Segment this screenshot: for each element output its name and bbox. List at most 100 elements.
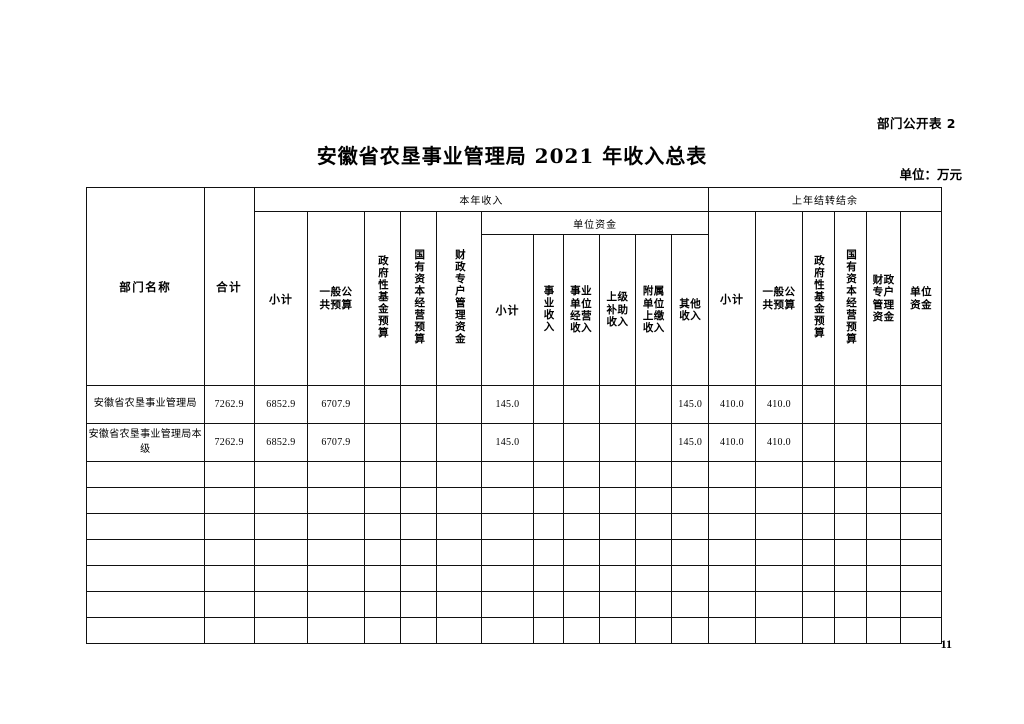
cell-empty xyxy=(833,461,868,488)
cell-total: 7262.9 xyxy=(203,385,255,424)
cell-empty xyxy=(833,617,868,644)
cell-empty xyxy=(436,591,483,618)
cell-empty xyxy=(833,513,868,540)
cell-empty xyxy=(707,591,756,618)
cell-cy-subtotal: 6852.9 xyxy=(253,423,309,462)
header-py-unit-funds: 单位资金 xyxy=(900,211,942,386)
cell-empty xyxy=(562,591,600,618)
cell-empty xyxy=(671,591,709,618)
cell-empty xyxy=(481,591,534,618)
cell-empty xyxy=(801,617,836,644)
cell-empty xyxy=(866,513,902,540)
cell-empty xyxy=(598,617,637,644)
header-py-subtotal: 小计 xyxy=(707,211,756,386)
cell-empty xyxy=(400,617,438,644)
header-py-gov-fund-budget: 政府性基金预算 xyxy=(801,211,836,386)
header-uf-business-operating-income: 事业单位经营收入 xyxy=(562,234,600,386)
cell-empty xyxy=(253,539,309,566)
table-empty-row xyxy=(86,591,942,618)
unit-note: 单位：万元 xyxy=(899,167,962,182)
table-empty-row xyxy=(86,617,942,644)
cell-empty xyxy=(754,617,803,644)
header-uf-subordinate-remittance-income: 附属单位上缴收入 xyxy=(635,234,673,386)
table-empty-row xyxy=(86,513,942,540)
header-cy-general-budget: 一般公共预算 xyxy=(307,211,365,386)
header-py-state-capital-budget: 国有资本经营预算 xyxy=(833,211,868,386)
cell-empty xyxy=(203,591,255,618)
cell-empty xyxy=(801,513,836,540)
cell-empty xyxy=(598,513,637,540)
cell-empty xyxy=(481,565,534,592)
header-group-unit-funds: 单位资金 xyxy=(481,211,709,235)
table-row: 安徽省农垦事业管理局 7262.9 6852.9 6707.9 145.0 14… xyxy=(86,385,942,424)
cell-empty xyxy=(307,461,365,488)
cell-empty xyxy=(532,487,564,514)
header-row-subgroups: 小计 一般公共预算 政府性基金预算 国有资本经营预算 财政专户管理资金 xyxy=(87,211,942,386)
cell-empty xyxy=(671,565,709,592)
cell-empty xyxy=(436,487,483,514)
cell-empty xyxy=(801,591,836,618)
cell-empty xyxy=(635,461,673,488)
cell-empty xyxy=(203,539,255,566)
table-empty-row xyxy=(86,487,942,514)
cell-uf-subtotal: 145.0 xyxy=(481,423,534,462)
cell-empty xyxy=(866,617,902,644)
cell-py-special-account xyxy=(866,423,902,462)
table-empty-row xyxy=(86,539,942,566)
cell-empty xyxy=(900,487,942,514)
cell-empty xyxy=(481,487,534,514)
cell-cy-subtotal: 6852.9 xyxy=(253,385,309,424)
form-label: 部门公开表 2 xyxy=(876,116,956,131)
cell-cy-special-account xyxy=(436,385,483,424)
header-uf-other-income: 其他收入 xyxy=(671,234,709,386)
cell-empty xyxy=(203,617,255,644)
cell-empty xyxy=(900,565,942,592)
cell-cy-general-budget: 6707.9 xyxy=(307,423,365,462)
cell-empty xyxy=(671,617,709,644)
cell-empty xyxy=(754,461,803,488)
header-cy-gov-fund-budget: 政府性基金预算 xyxy=(363,211,402,386)
header-group-prior-year-carryover: 上年结转结余 xyxy=(707,187,943,212)
cell-empty xyxy=(562,565,600,592)
cell-empty xyxy=(532,591,564,618)
cell-empty xyxy=(801,565,836,592)
cell-empty xyxy=(400,591,438,618)
cell-empty xyxy=(481,617,534,644)
cell-empty xyxy=(562,461,600,488)
cell-uf-other-income: 145.0 xyxy=(671,423,709,462)
header-cy-state-capital-budget: 国有资本经营预算 xyxy=(400,211,438,386)
cell-empty xyxy=(203,461,255,488)
cell-empty xyxy=(532,539,564,566)
cell-empty xyxy=(253,591,309,618)
cell-uf-superior-subsidy xyxy=(598,385,637,424)
cell-empty xyxy=(86,513,205,540)
cell-empty xyxy=(400,461,438,488)
cell-empty xyxy=(866,461,902,488)
cell-empty xyxy=(754,591,803,618)
cell-empty xyxy=(900,591,942,618)
cell-py-general-budget: 410.0 xyxy=(754,423,803,462)
cell-uf-other-income: 145.0 xyxy=(671,385,709,424)
cell-empty xyxy=(707,513,756,540)
cell-empty xyxy=(671,461,709,488)
cell-empty xyxy=(400,565,438,592)
cell-empty xyxy=(598,565,637,592)
cell-empty xyxy=(707,617,756,644)
table-empty-row xyxy=(86,461,942,488)
cell-empty xyxy=(86,617,205,644)
table-empty-row xyxy=(86,565,942,592)
cell-dept-name: 安徽省农垦事业管理局 xyxy=(86,385,205,424)
header-dept-name: 部门名称 xyxy=(86,187,205,386)
cell-uf-business-oper xyxy=(562,423,600,462)
cell-empty xyxy=(598,461,637,488)
cell-dept-name: 安徽省农垦事业管理局本级 xyxy=(86,423,205,462)
cell-empty xyxy=(532,565,564,592)
cell-empty xyxy=(671,513,709,540)
cell-py-subtotal: 410.0 xyxy=(707,423,756,462)
cell-cy-state-capital xyxy=(400,385,438,424)
cell-empty xyxy=(707,461,756,488)
cell-empty xyxy=(900,539,942,566)
cell-empty xyxy=(754,513,803,540)
cell-empty xyxy=(635,591,673,618)
